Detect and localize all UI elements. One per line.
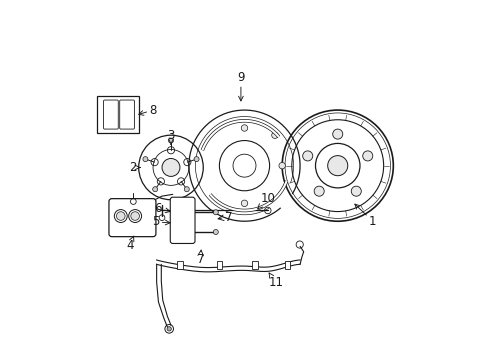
- Circle shape: [350, 186, 361, 196]
- Text: 6: 6: [154, 202, 170, 215]
- Circle shape: [332, 129, 342, 139]
- Circle shape: [142, 157, 147, 162]
- Circle shape: [213, 229, 218, 234]
- Circle shape: [131, 212, 139, 220]
- Circle shape: [184, 187, 189, 192]
- Text: 3: 3: [167, 129, 174, 144]
- Circle shape: [362, 151, 372, 161]
- FancyBboxPatch shape: [109, 199, 156, 237]
- Circle shape: [162, 158, 180, 176]
- Text: 5: 5: [152, 215, 170, 229]
- Circle shape: [241, 200, 247, 207]
- Text: 2: 2: [129, 161, 140, 174]
- Circle shape: [302, 151, 312, 161]
- Circle shape: [213, 210, 218, 215]
- Circle shape: [241, 125, 247, 131]
- Bar: [97, 96, 139, 134]
- Circle shape: [271, 132, 278, 139]
- Text: 1: 1: [354, 204, 376, 228]
- Bar: [216, 261, 222, 269]
- Text: 9: 9: [237, 71, 244, 101]
- Circle shape: [167, 327, 171, 331]
- Circle shape: [168, 138, 173, 143]
- Text: 11: 11: [267, 273, 283, 289]
- Bar: [252, 261, 258, 269]
- Text: 8: 8: [139, 104, 157, 117]
- Bar: [177, 261, 183, 269]
- Circle shape: [116, 212, 125, 220]
- Text: 7: 7: [224, 211, 232, 224]
- Circle shape: [194, 157, 199, 162]
- Text: 7: 7: [197, 253, 204, 266]
- Text: 10: 10: [257, 192, 275, 209]
- Circle shape: [327, 156, 347, 176]
- Circle shape: [278, 162, 285, 169]
- FancyBboxPatch shape: [170, 197, 195, 243]
- FancyBboxPatch shape: [120, 100, 134, 129]
- Circle shape: [152, 187, 157, 192]
- Bar: [284, 261, 290, 269]
- Circle shape: [313, 186, 324, 196]
- Text: 4: 4: [126, 236, 134, 252]
- FancyBboxPatch shape: [103, 100, 118, 129]
